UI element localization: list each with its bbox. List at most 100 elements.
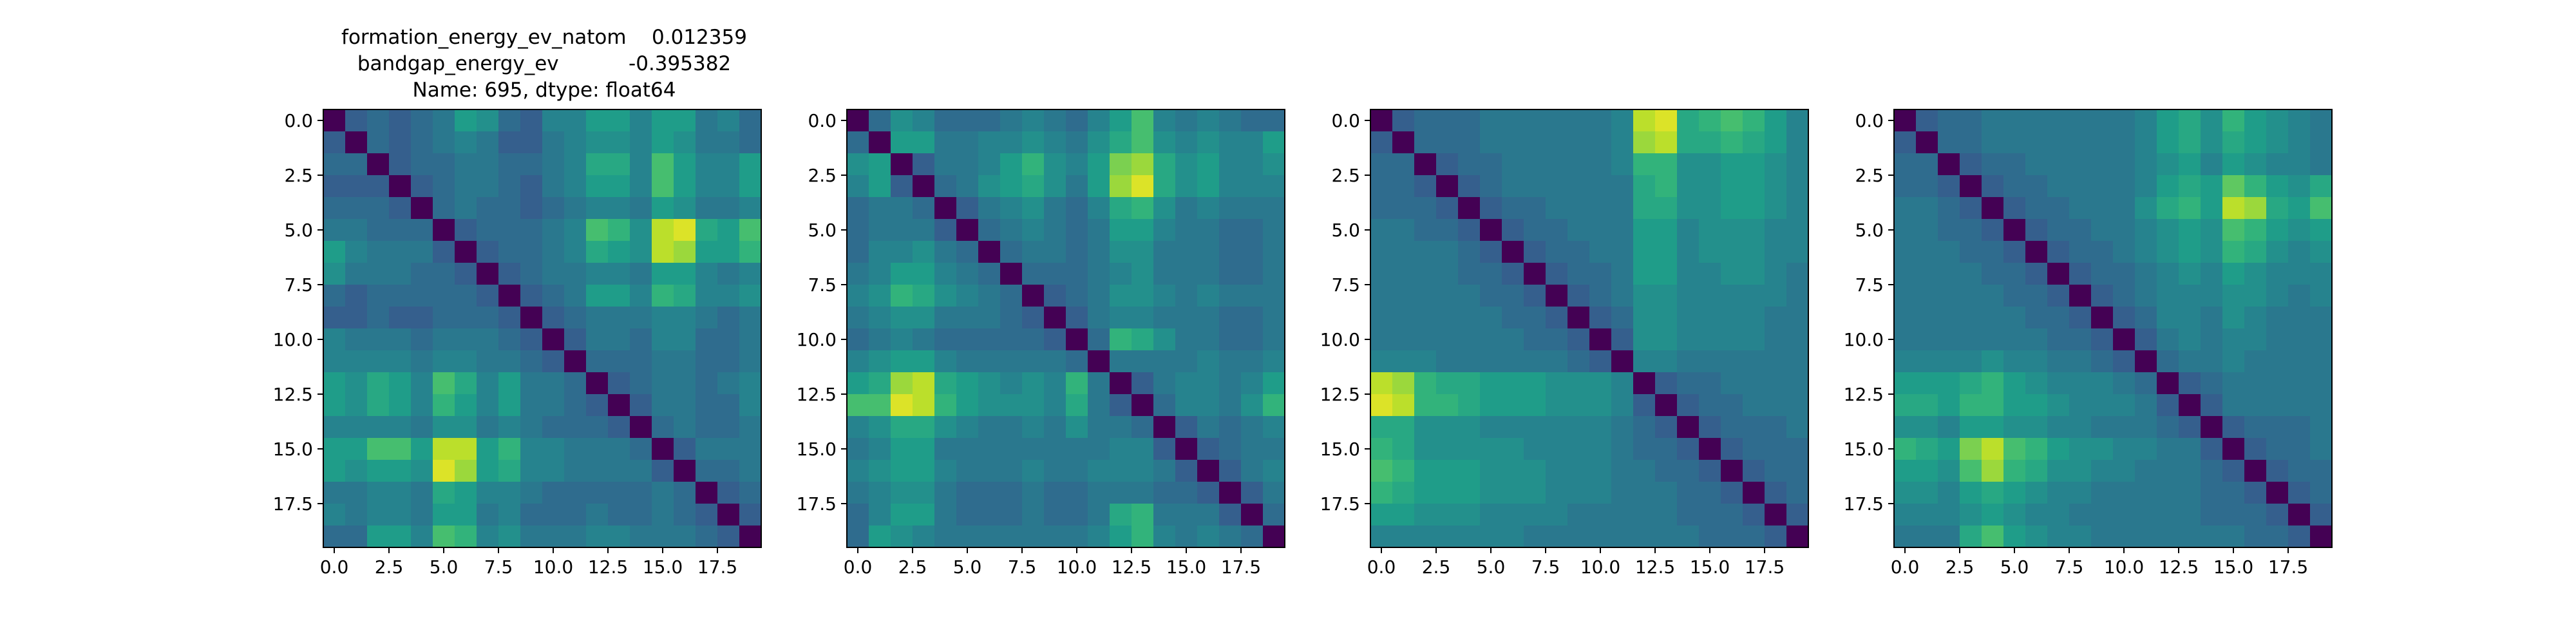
heatmap-cell [1022,350,1045,373]
heatmap-cell [2288,438,2311,460]
heatmap-cell [1110,460,1132,482]
x-tick-label: 10.0 [533,556,573,578]
heatmap-cell [1175,504,1198,526]
heatmap-cell [1022,109,1045,132]
heatmap-cell [1458,504,1481,526]
heatmap-cell [608,350,630,373]
heatmap-cell [652,263,674,285]
heatmap-cell [2201,109,2223,132]
heatmap-cell [717,328,740,351]
heatmap-cell [1502,197,1524,220]
heatmap-cell [1132,526,1154,548]
heatmap-cell [2266,263,2289,285]
heatmap-cell [564,350,587,373]
heatmap-cell [542,526,565,548]
heatmap-cell [1765,526,1787,548]
heatmap-cell [1960,219,1982,242]
heatmap-cell [477,307,499,329]
heatmap-cell [1414,153,1437,176]
heatmap-cell [1241,131,1264,154]
heatmap-cell [1916,328,1938,351]
heatmap-cell [542,372,565,395]
heatmap-cell [717,131,740,154]
heatmap-cell [389,372,412,395]
heatmap-cell [1436,109,1459,132]
heatmap-cell [477,241,499,263]
heatmap-cell [2047,153,2070,176]
heatmap-cell [542,416,565,439]
heatmap-cell [323,328,346,351]
heatmap-cell [1436,153,1459,176]
heatmap-cell [1743,153,1765,176]
heatmap-cell [1392,394,1415,417]
heatmap-cell [389,307,412,329]
heatmap-cell [2244,482,2267,504]
heatmap-cell [586,504,609,526]
heatmap-cell [869,416,891,439]
heatmap-cell [345,241,368,263]
heatmap-cell [2288,219,2311,242]
heatmap-cell [2310,109,2333,132]
heatmap-cell [1502,372,1524,395]
heatmap-cell [1241,285,1264,307]
heatmap-cell [1938,307,1960,329]
axes-frame [323,109,762,548]
heatmap-cell [2047,328,2070,351]
heatmap-cell [1153,526,1176,548]
heatmap-cell [913,504,935,526]
heatmap-cell [1197,372,1220,395]
heatmap-cell [652,197,674,220]
heatmap-cell [1066,460,1088,482]
heatmap-cell [1044,153,1066,176]
heatmap-cell [389,460,412,482]
heatmap-cell [1392,460,1415,482]
heatmap-cell [847,175,869,198]
heatmap-cell [2157,394,2179,417]
heatmap-cell [1524,328,1546,351]
heatmap-cell [1241,350,1264,373]
heatmap-cell [477,460,499,482]
heatmap-cell [1502,460,1524,482]
heatmap-cell [1110,482,1132,504]
heatmap-cell [2222,197,2245,220]
heatmap-cell [2091,109,2114,132]
heatmap-cell [913,307,935,329]
heatmap-cell [978,416,1001,439]
heatmap-cell [1153,372,1176,395]
heatmap-cell [1414,504,1437,526]
heatmap-cell [1677,175,1700,198]
heatmap-cell [2222,504,2245,526]
x-tick-label: 15.0 [643,556,683,578]
heatmap-cell [1721,109,1743,132]
heatmap-cell [520,263,543,285]
heatmap-cell [1241,438,1264,460]
heatmap-cell [1938,438,1960,460]
heatmap-cell [1633,241,1656,263]
heatmap-cell [934,350,957,373]
heatmap-cell [674,350,696,373]
y-tick-label: 17.5 [273,493,313,515]
x-tick-label: 0.0 [320,556,349,578]
heatmap-cell [1916,504,1938,526]
heatmap-cell [956,219,979,242]
heatmap-cell [1916,350,1938,373]
heatmap-cell [1894,416,1917,439]
heatmap-cell [564,482,587,504]
heatmap-cell [542,285,565,307]
heatmap-cell [1699,241,1721,263]
heatmap-cell [2201,328,2223,351]
heatmap-cell [913,263,935,285]
heatmap-cell [1197,109,1220,132]
heatmap-cell [2047,350,2070,373]
heatmap-cell [1370,197,1393,220]
heatmap-cell [542,307,565,329]
heatmap-cell [1655,131,1678,154]
heatmap-cell [455,241,477,263]
heatmap-cell [1743,307,1765,329]
heatmap-cell [1197,460,1220,482]
heatmap-cell [956,526,979,548]
heatmap-cell [1567,197,1590,220]
heatmap-cell [389,175,412,198]
heatmap-cell [978,438,1001,460]
heatmap-cell [1633,263,1656,285]
